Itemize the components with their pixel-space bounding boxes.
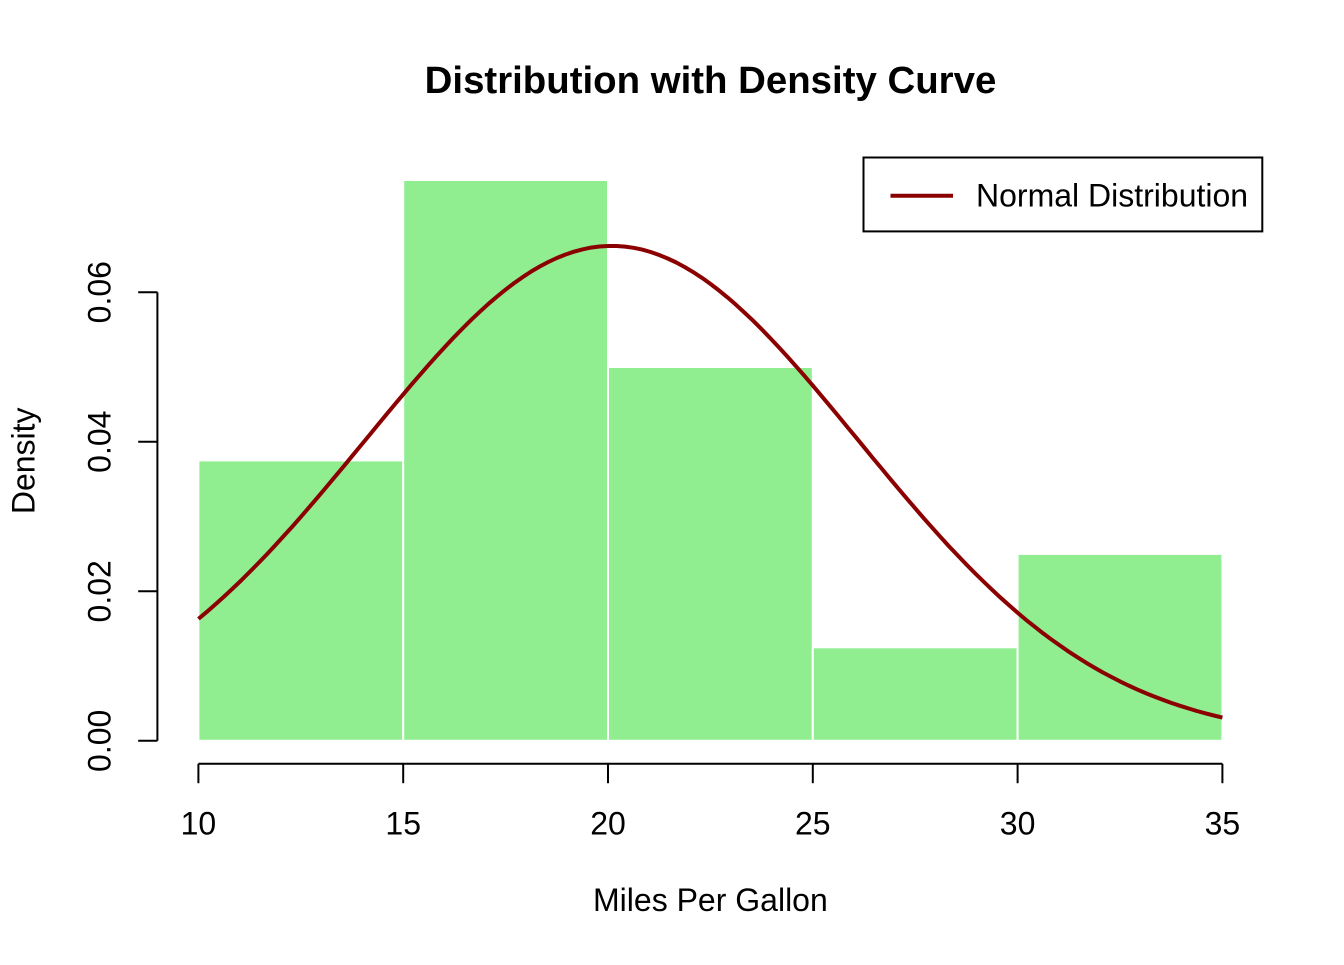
svg-text:15: 15 (385, 806, 421, 842)
svg-text:0.04: 0.04 (82, 411, 118, 473)
svg-text:30: 30 (1000, 806, 1036, 842)
svg-text:Miles Per Gallon: Miles Per Gallon (593, 882, 828, 918)
svg-text:0.00: 0.00 (82, 710, 118, 772)
svg-text:35: 35 (1205, 806, 1241, 842)
svg-text:0.06: 0.06 (82, 261, 118, 323)
svg-text:Normal Distribution: Normal Distribution (976, 178, 1248, 214)
svg-text:Distribution with Density Curv: Distribution with Density Curve (425, 59, 997, 102)
svg-text:25: 25 (795, 806, 831, 842)
svg-text:Density: Density (6, 407, 42, 514)
svg-text:10: 10 (181, 806, 217, 842)
svg-text:0.02: 0.02 (82, 560, 118, 622)
svg-text:20: 20 (590, 806, 626, 842)
